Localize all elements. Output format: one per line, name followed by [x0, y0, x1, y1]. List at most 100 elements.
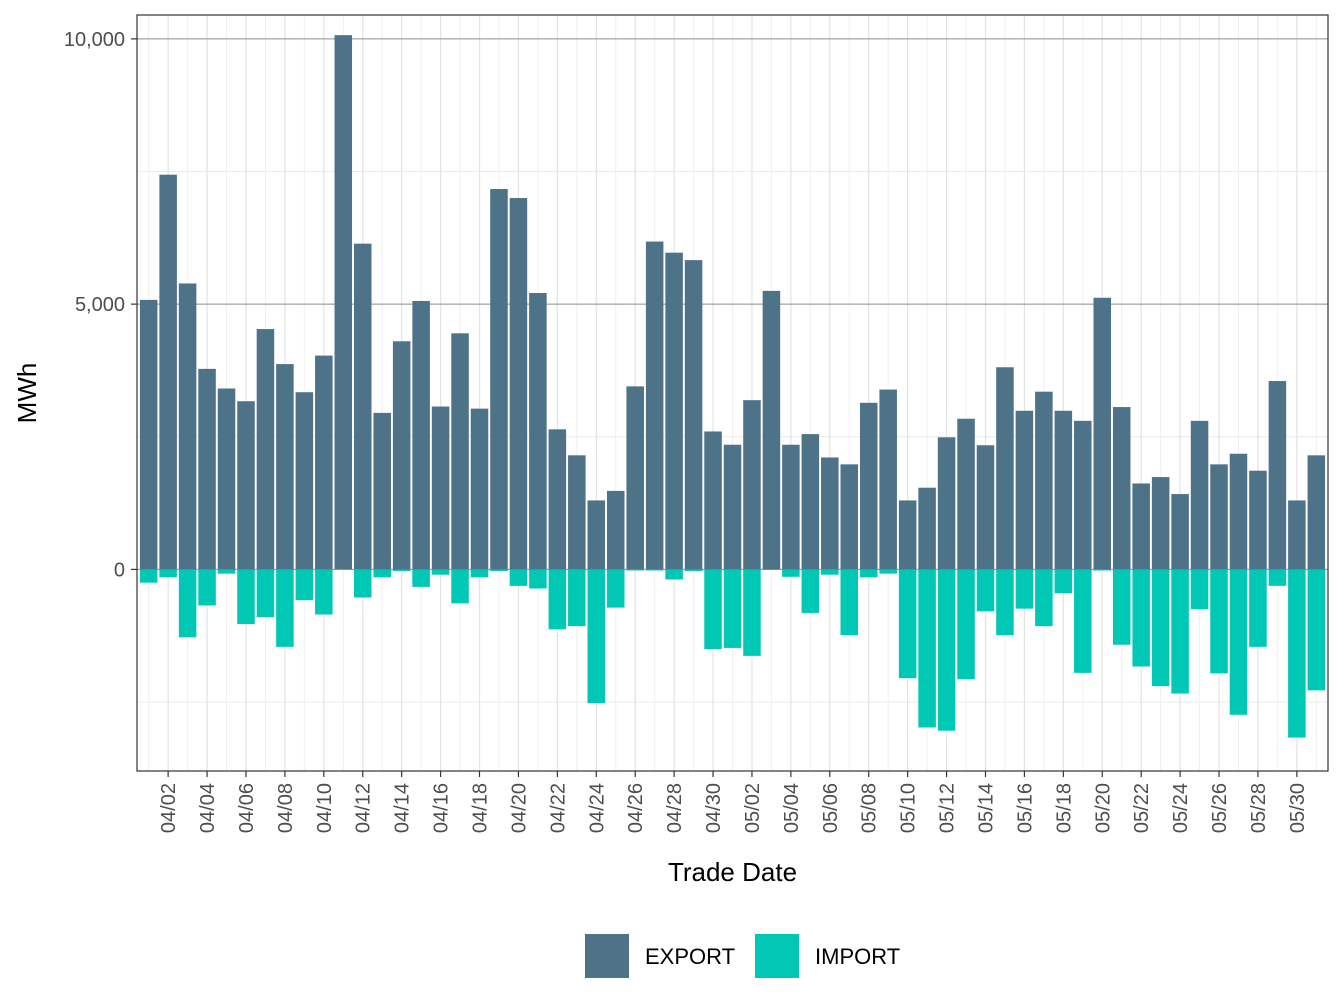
bar-import [1112, 569, 1131, 645]
bar-export [898, 500, 917, 570]
bar-export [1229, 453, 1248, 570]
bar-import [256, 569, 275, 618]
bar-export [392, 341, 411, 570]
x-tick-label: 04/12 [353, 783, 375, 833]
bar-export [976, 445, 995, 570]
bar-export [470, 408, 489, 570]
bar-export [1249, 470, 1267, 570]
bar-import [1268, 569, 1287, 586]
bar-import [1015, 569, 1034, 609]
y-tick-label: 0 [114, 559, 125, 581]
bar-import [139, 569, 158, 583]
x-tick-label: 04/24 [586, 783, 608, 833]
bar-import [782, 569, 800, 577]
bar-export [334, 35, 353, 570]
bar-export [1015, 410, 1034, 570]
x-tick-label: 05/30 [1287, 783, 1309, 833]
x-tick-label: 04/16 [431, 783, 453, 833]
x-tick-label: 05/04 [781, 783, 803, 833]
bar-import [821, 569, 839, 575]
bar-export [606, 490, 625, 570]
bar-import [373, 569, 391, 578]
x-tick-label: 05/10 [898, 783, 920, 833]
x-tick-label: 04/14 [392, 783, 414, 833]
bar-export [1151, 477, 1170, 570]
bar-export [1171, 494, 1189, 570]
bar-import [1229, 569, 1248, 715]
x-tick-label: 04/02 [158, 783, 180, 833]
x-tick-label: 04/06 [236, 783, 258, 833]
bars [139, 35, 1326, 738]
bar-import [237, 569, 255, 625]
bar-import [1132, 569, 1150, 667]
bar-import [568, 569, 586, 627]
bar-export [1074, 420, 1092, 570]
x-tick-label: 05/18 [1053, 783, 1075, 833]
bar-export [529, 292, 547, 570]
legend-label-import: IMPORT [815, 944, 900, 969]
bar-export [490, 189, 508, 570]
bar-export [918, 487, 936, 570]
bar-export [859, 402, 878, 570]
panel-border [136, 14, 1329, 772]
bar-export [315, 355, 333, 570]
bar-export [451, 333, 469, 570]
bar-import [353, 569, 372, 598]
x-tick-label: 05/08 [859, 783, 881, 833]
x-tick-label: 04/04 [197, 783, 219, 833]
bar-export [665, 252, 683, 570]
bar-export [821, 457, 839, 570]
y-tick-label: 10,000 [64, 29, 125, 51]
bar-export [1093, 297, 1112, 570]
x-axis: 04/02 04/04 04/06 04/08 04/10 04/12 04/14 04/16… [158, 771, 1309, 833]
bar-import [276, 569, 294, 647]
y-tick-label: 5,000 [75, 294, 125, 316]
bar-export [1132, 483, 1150, 570]
bar-import [1249, 569, 1267, 647]
bar-import [1093, 569, 1112, 571]
bar-export [509, 198, 528, 570]
x-tick-label: 05/16 [1014, 783, 1036, 833]
bar-import [898, 569, 917, 679]
bar-import [626, 569, 644, 571]
bar-export [1112, 407, 1131, 570]
bar-export [645, 241, 664, 570]
bar-export [217, 388, 236, 570]
x-tick-label: 04/10 [314, 783, 336, 833]
x-tick-label: 05/28 [1248, 783, 1270, 833]
bar-import [178, 569, 197, 638]
bar-import [1035, 569, 1053, 627]
bar-export [743, 400, 761, 570]
bar-export [159, 174, 177, 570]
x-tick-label: 04/26 [625, 783, 647, 833]
bar-export [704, 431, 722, 570]
bar-import [1074, 569, 1092, 673]
x-tick-label: 04/28 [664, 783, 686, 833]
bar-export [957, 418, 975, 570]
bar-export [256, 329, 275, 570]
bar-export [1307, 455, 1326, 570]
bar-export [237, 401, 255, 570]
bar-export [178, 283, 197, 570]
bar-import [490, 569, 508, 571]
bar-import [645, 569, 664, 571]
bar-import [1151, 569, 1170, 687]
x-tick-label: 04/30 [703, 783, 725, 833]
bar-import [606, 569, 625, 608]
bar-import [1307, 569, 1326, 691]
bar-export [1054, 410, 1073, 570]
bar-import [1171, 569, 1189, 694]
bar-export [548, 429, 567, 570]
bar-import [879, 569, 897, 574]
x-tick-label: 05/26 [1209, 783, 1231, 833]
bar-import [937, 569, 956, 731]
bar-import [743, 569, 761, 656]
bar-import [587, 569, 606, 704]
x-tick-label: 05/06 [820, 783, 842, 833]
bar-export [996, 367, 1014, 570]
bar-export [139, 299, 158, 570]
bar-export [937, 437, 956, 570]
bar-export [412, 300, 430, 570]
x-tick-label: 05/14 [975, 783, 997, 833]
bar-import [1054, 569, 1073, 594]
